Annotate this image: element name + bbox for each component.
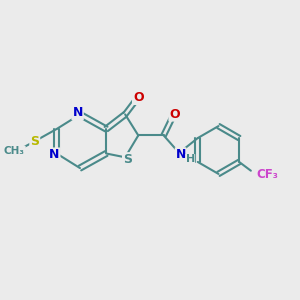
Text: H: H <box>186 154 195 164</box>
Text: O: O <box>169 108 180 121</box>
Text: O: O <box>133 91 144 104</box>
Text: CF₃: CF₃ <box>256 168 278 181</box>
Text: S: S <box>30 135 39 148</box>
Text: N: N <box>72 106 83 119</box>
Text: N: N <box>176 148 186 161</box>
Text: CH₃: CH₃ <box>4 146 25 157</box>
Text: S: S <box>123 153 132 166</box>
Text: N: N <box>49 148 59 161</box>
